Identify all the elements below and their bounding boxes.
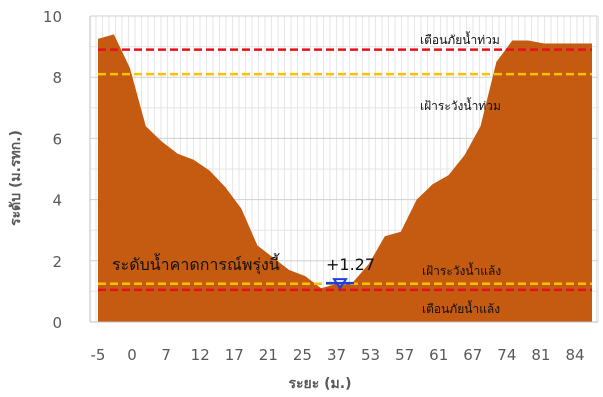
y-tick-label: 4: [52, 192, 62, 210]
forecast-label: ระดับน้ำคาดการณ์พรุ่งนี้: [112, 253, 280, 275]
x-tick-label: 61: [429, 346, 448, 364]
x-tick-label: 0: [127, 346, 137, 364]
forecast-marker: [326, 278, 354, 290]
x-tick-label: 84: [565, 346, 584, 364]
y-tick-label: 10: [43, 8, 62, 26]
x-tick-labels: -5 0 7 12 17 21 25 37 53 57 61 67 74 81 84: [91, 346, 585, 364]
x-tick-label: 17: [225, 346, 244, 364]
y-tick-label: 0: [52, 314, 62, 332]
x-axis-title: ระยะ (ม.): [289, 376, 352, 392]
x-tick-label: 74: [497, 346, 516, 364]
x-tick-label: 57: [395, 346, 414, 364]
x-tick-label: 25: [293, 346, 312, 364]
reference-line-label: เฝ้าระวังน้ำท่วม: [420, 97, 501, 113]
y-tick-labels: 0 2 4 6 8 10: [43, 8, 62, 332]
x-tick-label: -5: [91, 346, 106, 364]
forecast-triangle: [332, 278, 348, 290]
reference-line-label: เตือนภัยน้ำท่วม: [420, 31, 500, 47]
x-tick-label: 7: [161, 346, 171, 364]
reference-line-label: เฝ้าระวังน้ำแล้ง: [422, 262, 501, 278]
y-tick-label: 2: [52, 253, 62, 271]
riverbed-profile-area: [98, 34, 592, 323]
forecast-value: +1.27: [326, 255, 375, 274]
y-tick-label: 6: [52, 130, 62, 148]
x-tick-label: 12: [191, 346, 210, 364]
reference-line-labels: เตือนภัยน้ำท่วมเฝ้าระวังน้ำท่วมเฝ้าระวัง…: [420, 31, 501, 316]
reference-line-label: เตือนภัยน้ำแล้ง: [422, 300, 500, 316]
x-tick-label: 53: [361, 346, 380, 364]
x-tick-label: 81: [531, 346, 550, 364]
y-tick-label: 8: [52, 69, 62, 87]
axes: [89, 16, 599, 323]
y-axis-title: ระดับ (ม.รทก.): [8, 130, 24, 226]
x-tick-label: 67: [463, 346, 482, 364]
x-tick-label: 37: [327, 346, 346, 364]
x-tick-label: 21: [259, 346, 278, 364]
